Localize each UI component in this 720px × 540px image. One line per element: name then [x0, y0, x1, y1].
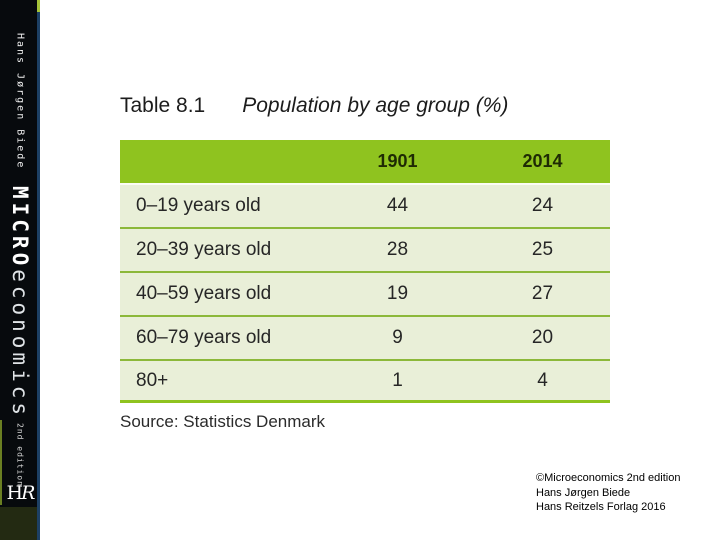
spine-brand-light: economics	[8, 269, 32, 420]
table-row: 20–39 years old 28 25	[120, 227, 610, 271]
table-body: 0–19 years old 44 24 20–39 years old 28 …	[120, 183, 610, 403]
spine-blue-edge	[37, 0, 40, 540]
row-label: 0–19 years old	[136, 195, 261, 216]
row-value-2014: 20	[531, 327, 554, 348]
table-row: 40–59 years old 19 27	[120, 271, 610, 315]
publisher-logo: HR	[6, 482, 36, 504]
column-header-1901: 1901	[377, 151, 418, 171]
spine-olive-strip	[0, 507, 37, 540]
row-value-1901: 1	[392, 369, 403, 391]
table-title-text: Population by age group (%)	[242, 94, 509, 117]
copyright-line-2: Hans Jørgen Biede	[536, 486, 631, 499]
column-header-2014: 2014	[522, 151, 563, 171]
row-value-1901: 28	[386, 239, 409, 260]
table-row: 0–19 years old 44 24	[120, 183, 610, 227]
spine-green-edge-top	[37, 0, 40, 12]
table-row: 80+ 1 4	[120, 359, 610, 403]
row-value-2014: 24	[531, 195, 554, 216]
row-label: 40–59 years old	[136, 283, 272, 304]
row-value-1901: 9	[392, 327, 403, 348]
spine-edition-text: 2nd edition	[15, 423, 25, 487]
table-title: Table 8.1 Population by age group (%)	[120, 94, 508, 118]
spine-brand-text: MICROeconomics	[8, 186, 32, 419]
row-label: 20–39 years old	[136, 239, 272, 260]
copyright-line-1: ©Microeconomics 2nd edition	[536, 472, 681, 484]
source-note: Source: Statistics Denmark	[120, 412, 326, 431]
spine-green-edge-left	[0, 420, 2, 505]
copyright-block: ©Microeconomics 2nd edition Hans Jørgen …	[536, 471, 680, 515]
publisher-logo-h: H	[6, 482, 24, 504]
row-label: 60–79 years old	[136, 327, 272, 348]
row-value-2014: 25	[531, 239, 554, 260]
table-row: 60–79 years old 9 20	[120, 315, 610, 359]
spine-author-text: Hans Jørgen Biede	[14, 33, 26, 170]
table-number-label: Table 8.1	[120, 94, 206, 117]
population-table: 1901 2014 0–19 years old 44 24 20–39 yea…	[120, 140, 610, 403]
book-spine: Hans Jørgen Biede MICROeconomics 2nd edi…	[0, 0, 40, 540]
row-value-1901: 44	[386, 195, 409, 216]
spine-brand-bold: MICRO	[8, 186, 32, 270]
row-value-2014: 4	[537, 369, 548, 391]
table-header-row: 1901 2014	[120, 140, 610, 183]
copyright-line-3: Hans Reitzels Forlag 2016	[536, 501, 666, 513]
row-value-2014: 27	[531, 283, 554, 304]
row-value-1901: 19	[386, 283, 409, 304]
row-label: 80+	[136, 369, 169, 391]
publisher-logo-r: R	[21, 482, 35, 504]
